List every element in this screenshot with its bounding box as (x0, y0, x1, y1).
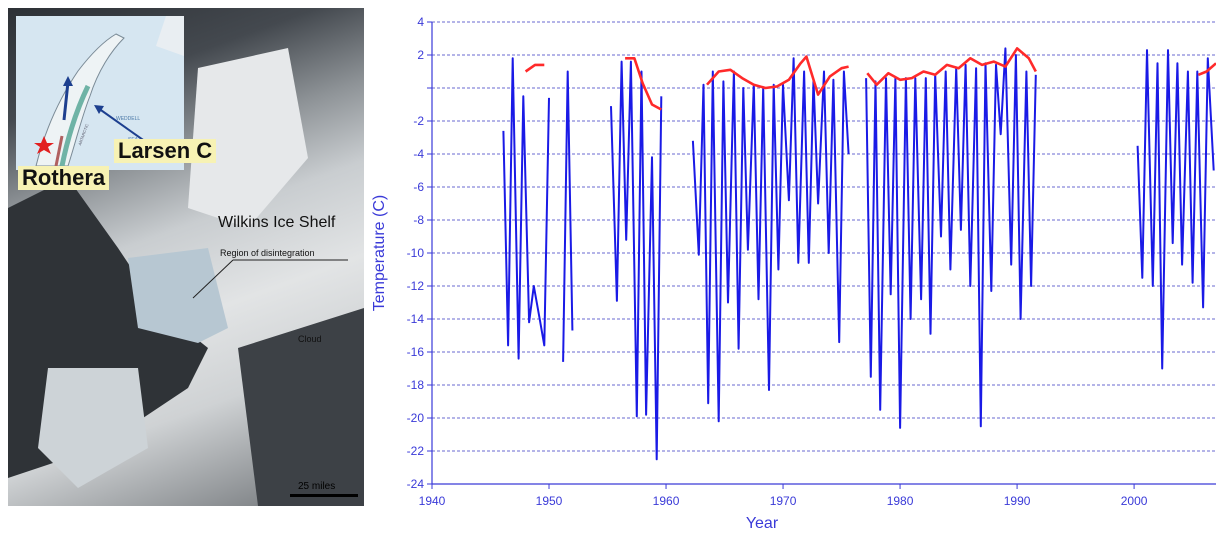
axes (427, 21, 1216, 489)
trend-line (1197, 62, 1216, 77)
y-tick-label: -10 (407, 246, 425, 260)
y-tick-label: -16 (407, 345, 425, 359)
trend-line (706, 55, 849, 96)
trend-line (625, 56, 662, 111)
monthly-temperature-line (502, 57, 550, 360)
chart-svg: 42-2-4-6-8-10-12-14-16-18-20-22-24 1940 1… (371, 15, 1216, 532)
arrow-larsen-icon (97, 107, 147, 143)
monthly-temperature-line (1136, 49, 1215, 370)
y-tick-label: -8 (413, 213, 424, 227)
larsen-c-label: Larsen C (114, 138, 217, 164)
inset-weddell-label: WEDDELL (116, 116, 141, 122)
ice-shelf-north (188, 48, 308, 228)
y-tick-label: -24 (407, 477, 425, 491)
x-tick-label: 1990 (1004, 494, 1031, 508)
rothera-label: Rothera (18, 165, 110, 191)
x-tick-label: 1980 (887, 494, 914, 508)
y-tick-labels: 4 2 -2 -4 -6 -8 -10 -12 -14 -16 -18 -20 -22 -24 (407, 15, 425, 491)
x-tick-label: 2000 (1121, 494, 1148, 508)
temperature-chart: 4 2 -2 -4 -6 -8 -10 -12 -14 -16 -18 -20 -22 -24 1940 1… (370, 8, 1216, 532)
y-tick-label: 4 (417, 15, 424, 29)
y-tick-label: 2 (417, 48, 424, 62)
rothera-star-icon (34, 136, 54, 154)
series-lines (502, 47, 1216, 461)
monthly-temperature-line (562, 70, 574, 362)
monthly-temperature-line (610, 60, 663, 461)
x-tick-label: 1940 (419, 494, 446, 508)
x-tick-label: 1960 (653, 494, 680, 508)
satellite-terrain (8, 48, 364, 506)
y-tick-label: -22 (407, 444, 425, 458)
y-tick-label: -4 (413, 147, 424, 161)
y-tick-label: -2 (413, 114, 424, 128)
disintegration-zone (128, 248, 228, 343)
trend-line (524, 63, 545, 73)
dark-rock-south (238, 308, 364, 506)
x-tick-label: 1970 (770, 494, 797, 508)
disintegration-label: Region of disintegration (220, 248, 315, 258)
x-tick-label: 1950 (536, 494, 563, 508)
x-axis-label: Year (746, 515, 779, 531)
satellite-image: WEDDELL SEA ANTARCTIC Larsen C Rothera W… (8, 8, 364, 506)
ice-island (38, 368, 148, 488)
cloud-label: Cloud (298, 334, 322, 344)
y-tick-label: -14 (407, 312, 425, 326)
scale-label: 25 miles (298, 481, 336, 492)
y-tick-label: -18 (407, 378, 425, 392)
y-tick-label: -12 (407, 279, 425, 293)
x-tick-labels: 1940 1950 1960 1970 1980 1990 2000 (419, 494, 1148, 508)
y-axis-label: Temperature (C) (371, 195, 388, 311)
y-tick-label: -6 (413, 180, 424, 194)
disintegration-pointer (192, 259, 234, 299)
arrow-wilkins-icon (62, 81, 70, 121)
trend-line (866, 47, 1037, 86)
wilkins-ice-shelf-label: Wilkins Ice Shelf (218, 214, 336, 231)
scale-bar (290, 494, 358, 497)
y-tick-label: -20 (407, 411, 425, 425)
monthly-temperature-line (865, 47, 1037, 429)
monthly-temperature-line (691, 57, 850, 423)
